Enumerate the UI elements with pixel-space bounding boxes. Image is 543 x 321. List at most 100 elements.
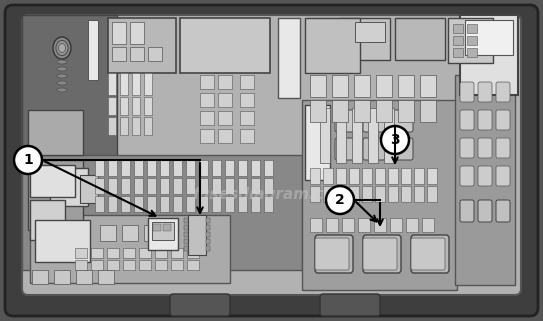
Bar	[30, 165, 75, 197]
Bar	[427, 168, 437, 184]
Bar	[28, 160, 83, 230]
Bar	[108, 18, 176, 73]
Bar	[398, 75, 414, 97]
Bar	[144, 117, 152, 135]
Bar	[144, 97, 152, 115]
Bar	[401, 186, 411, 202]
Bar	[144, 73, 152, 95]
Bar	[132, 97, 140, 115]
Bar	[122, 225, 138, 241]
Bar	[139, 260, 151, 270]
Bar	[368, 108, 378, 163]
FancyBboxPatch shape	[5, 5, 538, 316]
Bar	[184, 225, 188, 230]
Bar	[147, 196, 156, 212]
Bar	[264, 160, 273, 176]
Bar	[147, 160, 156, 176]
Bar	[388, 168, 398, 184]
Bar	[340, 18, 390, 60]
Bar	[120, 117, 128, 135]
Bar	[130, 47, 144, 61]
Bar	[305, 18, 360, 73]
Bar	[238, 178, 247, 194]
Bar	[422, 218, 434, 232]
Bar	[395, 18, 445, 60]
FancyBboxPatch shape	[496, 200, 510, 222]
FancyBboxPatch shape	[496, 82, 510, 102]
Bar	[302, 100, 457, 290]
Bar	[212, 160, 221, 176]
Bar	[200, 75, 214, 89]
Ellipse shape	[57, 67, 67, 71]
Bar	[108, 117, 116, 135]
Bar	[95, 178, 104, 194]
Bar	[355, 22, 385, 42]
Bar	[354, 100, 370, 122]
Bar	[112, 22, 126, 44]
Ellipse shape	[56, 40, 68, 56]
Bar	[134, 160, 143, 176]
Bar	[384, 108, 394, 163]
Bar	[132, 73, 140, 95]
FancyBboxPatch shape	[478, 138, 492, 158]
FancyBboxPatch shape	[411, 235, 449, 273]
Bar	[251, 178, 260, 194]
FancyBboxPatch shape	[478, 82, 492, 102]
Bar	[160, 178, 169, 194]
Bar	[171, 248, 183, 258]
FancyBboxPatch shape	[460, 82, 474, 102]
FancyBboxPatch shape	[363, 238, 397, 270]
Bar	[132, 117, 140, 135]
Text: 1: 1	[23, 153, 33, 167]
Bar	[152, 222, 174, 240]
FancyBboxPatch shape	[496, 166, 510, 186]
Bar	[186, 196, 195, 212]
Bar	[358, 218, 370, 232]
FancyBboxPatch shape	[460, 166, 474, 186]
Bar	[448, 18, 493, 63]
Bar	[199, 196, 208, 212]
Bar	[123, 260, 135, 270]
FancyBboxPatch shape	[478, 200, 492, 222]
Bar	[310, 168, 320, 184]
Bar	[200, 129, 214, 143]
Ellipse shape	[57, 60, 67, 64]
Bar	[349, 186, 359, 202]
Text: 2: 2	[335, 193, 345, 207]
Bar	[390, 218, 402, 232]
Bar	[240, 93, 254, 107]
Bar	[465, 20, 513, 55]
Bar	[376, 75, 392, 97]
Bar	[147, 178, 156, 194]
Bar	[310, 100, 326, 122]
Bar	[100, 225, 116, 241]
Bar	[184, 246, 188, 251]
Bar	[54, 270, 70, 284]
Bar	[251, 196, 260, 212]
Bar	[375, 168, 385, 184]
FancyBboxPatch shape	[170, 294, 230, 316]
Bar	[376, 100, 392, 122]
FancyBboxPatch shape	[478, 110, 492, 130]
Bar	[173, 178, 182, 194]
Bar	[91, 260, 103, 270]
Bar	[310, 218, 322, 232]
FancyBboxPatch shape	[460, 138, 474, 158]
Bar	[75, 260, 87, 270]
Bar	[414, 168, 424, 184]
Bar	[155, 248, 167, 258]
Bar	[218, 75, 232, 89]
Bar	[160, 160, 169, 176]
Bar	[427, 186, 437, 202]
Bar	[120, 73, 128, 95]
Bar	[326, 218, 338, 232]
Bar	[240, 111, 254, 125]
Bar	[112, 47, 126, 61]
Bar	[212, 178, 221, 194]
Ellipse shape	[57, 74, 67, 78]
Bar	[121, 178, 130, 194]
Bar	[153, 224, 161, 231]
Bar	[212, 196, 221, 212]
Bar	[240, 75, 254, 89]
Bar	[107, 260, 119, 270]
